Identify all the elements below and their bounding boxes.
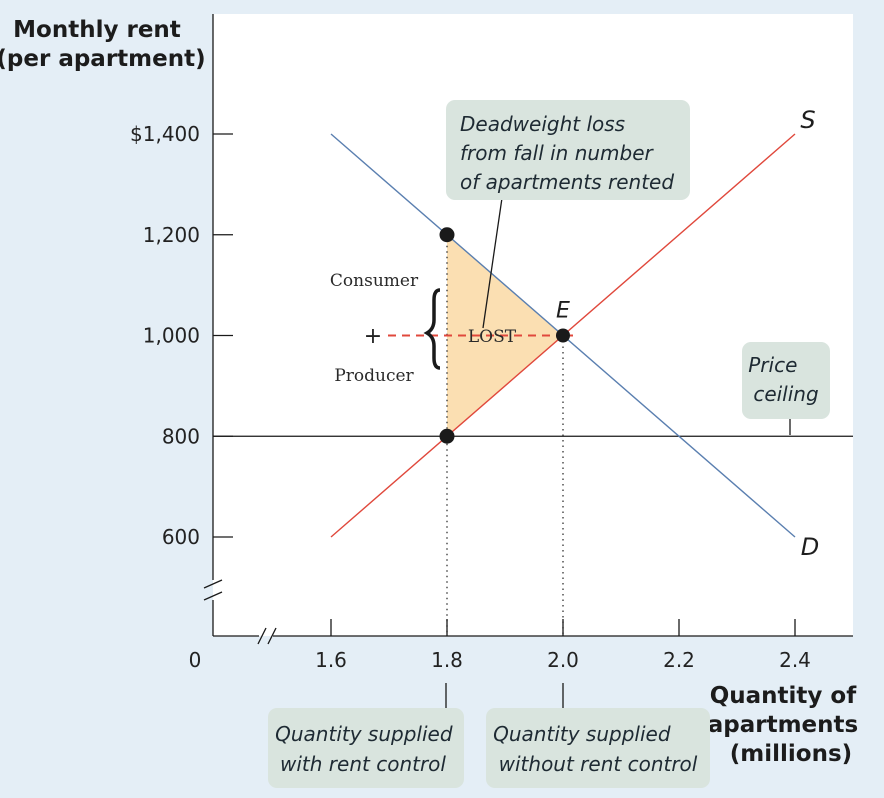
equilibrium-label: E	[556, 299, 570, 324]
lost-label: LOST	[468, 327, 517, 347]
qty-without-control-line-2: without rent control	[499, 752, 698, 776]
y-tick-label-4: 600	[162, 525, 200, 549]
origin-label: 0	[189, 648, 202, 672]
price-ceiling-callout: Price ceiling	[748, 353, 818, 406]
demand-curve-label: D	[801, 533, 819, 561]
x-axis-title-line-3: (millions)	[730, 741, 852, 767]
producer-surplus-label: Producer	[334, 366, 414, 386]
x-axis-ticks: 1.6 1.8 2.0 2.2 2.4	[315, 619, 811, 672]
point-2	[556, 328, 570, 343]
consumer-surplus-label: Consumer	[330, 271, 419, 291]
x-tick-label-4: 2.4	[779, 648, 811, 672]
qty-without-control-line-1: Quantity supplied	[493, 722, 671, 746]
dwl-callout-line-3: of apartments rented	[460, 170, 674, 194]
y-tick-label-1: 1,200	[143, 223, 200, 247]
price-ceiling-line-2: ceiling	[753, 382, 818, 406]
x-axis-break-mark-1	[257, 627, 267, 645]
y-axis-break-mark-2	[203, 591, 223, 601]
price-ceiling-callout-box	[742, 342, 830, 419]
curly-brace-icon	[423, 288, 441, 370]
x-axis-break-mark-2	[267, 627, 277, 645]
x-axis-title-line-1: Quantity of	[710, 683, 857, 709]
y-axis-break-mark-1	[203, 579, 223, 589]
x-tick-label-0: 1.6	[315, 648, 347, 672]
y-axis-title: Monthly rent (per apartment)	[0, 17, 206, 72]
x-tick-label-2: 2.0	[547, 648, 579, 672]
key-points	[439, 227, 570, 444]
y-tick-label-0: $1,400	[130, 122, 200, 146]
point-1	[439, 428, 455, 444]
y-tick-label-3: 800	[162, 424, 200, 448]
x-axis-title-line-2: apartments	[708, 712, 858, 738]
deadweight-loss-pointer	[482, 197, 503, 329]
qty-without-control-callout: Quantity supplied without rent control	[493, 722, 698, 776]
point-0	[439, 227, 455, 243]
price-ceiling-line-1: Price	[748, 353, 797, 377]
y-axis-title-line-1: Monthly rent	[13, 17, 181, 43]
supply-curve-label: S	[800, 106, 815, 134]
qty-without-control-box	[486, 708, 710, 788]
y-axis-ticks: $1,400 1,200 1,000 800 600	[130, 122, 233, 549]
qty-with-control-line-2: with rent control	[280, 752, 446, 776]
dwl-callout-line-1: Deadweight loss	[460, 112, 625, 136]
dwl-callout-line-2: from fall in number	[460, 141, 655, 165]
y-tick-label-2: 1,000	[143, 324, 200, 348]
plus-sign-label: +	[364, 324, 382, 349]
x-tick-label-1: 1.8	[431, 648, 463, 672]
deadweight-loss-callout: Deadweight loss from fall in number of a…	[460, 112, 674, 194]
deadweight-loss-callout-box	[446, 100, 690, 200]
qty-with-control-callout: Quantity supplied with rent control	[275, 722, 459, 776]
y-axis-title-line-2: (per apartment)	[0, 46, 206, 72]
x-tick-label-3: 2.2	[663, 648, 695, 672]
x-axis-title: Quantity of apartments (millions)	[708, 683, 866, 767]
qty-with-control-line-1: Quantity supplied	[275, 722, 453, 746]
qty-with-control-box	[268, 708, 464, 788]
